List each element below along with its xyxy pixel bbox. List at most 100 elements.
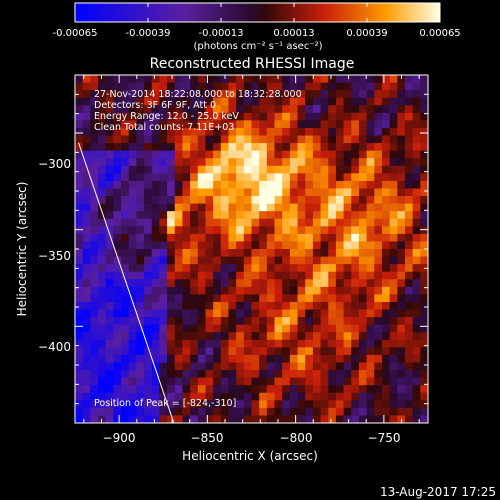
heatmap-cell (343, 264, 352, 273)
heatmap-cell (297, 180, 306, 190)
heatmap-cell (182, 385, 191, 394)
heatmap-cell (236, 385, 245, 394)
heatmap-cell (412, 392, 421, 401)
heatmap-cell (159, 415, 168, 423)
heatmap-cell (75, 196, 84, 205)
heatmap-cell (320, 301, 329, 311)
heatmap-cell (289, 112, 299, 121)
heatmap-cell (90, 324, 99, 333)
heatmap-cell (328, 317, 337, 326)
heatmap-cell (320, 362, 329, 371)
heatmap-cell (282, 392, 291, 401)
heatmap-cell (105, 211, 114, 220)
heatmap-cell (167, 158, 176, 167)
heatmap-cell (144, 301, 153, 311)
heatmap-cell (121, 196, 130, 205)
heatmap-cell (282, 165, 291, 174)
heatmap-cell (98, 75, 107, 84)
heatmap-cell (358, 97, 368, 106)
heatmap-cell (381, 324, 391, 333)
heatmap-cell (167, 392, 176, 401)
heatmap-cell (320, 233, 329, 243)
heatmap-cell (128, 294, 137, 303)
heatmap-cell (98, 362, 107, 371)
heatmap-cell (389, 264, 398, 273)
heatmap-cell (251, 415, 260, 423)
heatmap-cell (297, 385, 306, 394)
heatmap-cell (297, 249, 306, 258)
heatmap-cell (243, 286, 253, 295)
heatmap-cell (144, 249, 153, 258)
heatmap-cell (121, 400, 130, 409)
heatmap-cell (381, 392, 391, 401)
heatmap-cell (144, 377, 153, 386)
heatmap-cell (404, 370, 414, 379)
heatmap-cell (236, 82, 245, 91)
heatmap-cell (105, 286, 114, 295)
heatmap-cell (220, 75, 230, 84)
heatmap-cell (190, 362, 199, 371)
heatmap-cell (128, 385, 137, 394)
heatmap-cell (397, 120, 406, 129)
heatmap-cell (389, 286, 398, 295)
heatmap-cell (113, 226, 122, 235)
heatmap-cell (397, 143, 406, 152)
heatmap-cell (251, 211, 260, 220)
heatmap-cell (182, 211, 191, 220)
heatmap-cell (420, 385, 428, 394)
heatmap-cell (266, 188, 276, 197)
heatmap-cell (197, 226, 207, 235)
heatmap-cell (136, 309, 145, 318)
heatmap-cell (228, 370, 237, 379)
heatmap-cell (289, 233, 299, 243)
heatmap-cell (343, 226, 352, 235)
heatmap-cell (190, 127, 199, 137)
heatmap-cell (274, 271, 283, 280)
heatmap-cell (228, 317, 237, 326)
heatmap-cell (190, 211, 199, 220)
heatmap-cell (243, 354, 253, 364)
heatmap-cell (75, 82, 84, 91)
heatmap-cell (128, 120, 137, 129)
heatmap-cell (167, 271, 176, 280)
heatmap-cell (174, 211, 184, 220)
heatmap-cell (236, 256, 245, 265)
heatmap-cell (282, 286, 291, 295)
heatmap-cell (374, 135, 383, 144)
heatmap-cell (90, 392, 99, 401)
heatmap-cell (144, 264, 153, 273)
heatmap-cell (144, 392, 153, 401)
heatmap-cell (328, 301, 337, 311)
heatmap-cell (220, 82, 230, 91)
heatmap-cell (220, 309, 230, 318)
heatmap-cell (136, 97, 145, 106)
heatmap-cell (282, 143, 291, 152)
heatmap-cell (128, 271, 137, 280)
heatmap-cell (381, 196, 391, 205)
heatmap-cell (220, 150, 230, 159)
heatmap-cell (82, 370, 91, 379)
heatmap-cell (374, 392, 383, 401)
heatmap-cell (75, 188, 84, 197)
heatmap-cell (389, 324, 398, 333)
heatmap-cell (90, 241, 99, 250)
heatmap-cell (205, 407, 214, 417)
heatmap-cell (105, 150, 114, 159)
heatmap-cell (351, 233, 360, 243)
heatmap-cell (228, 354, 237, 364)
heatmap-cell (404, 249, 414, 258)
heatmap-cell (343, 173, 352, 182)
heatmap-cell (320, 377, 329, 386)
heatmap-cell (213, 135, 222, 144)
x-axis-tick-labels: −900 −850 −800 −750 (103, 431, 401, 445)
heatmap-cell (220, 143, 230, 152)
info-line-time-range: 27-Nov-2014 18:22:08.000 to 18:32:28.000 (94, 89, 302, 100)
heatmap-cell (305, 203, 314, 212)
heatmap-cell (251, 249, 260, 258)
heatmap-cell (412, 332, 421, 341)
x-tick-label: −900 (103, 431, 136, 445)
heatmap-cell (190, 90, 199, 99)
heatmap-cell (374, 271, 383, 280)
heatmap-cell (289, 332, 299, 341)
heatmap-cell (213, 294, 222, 303)
